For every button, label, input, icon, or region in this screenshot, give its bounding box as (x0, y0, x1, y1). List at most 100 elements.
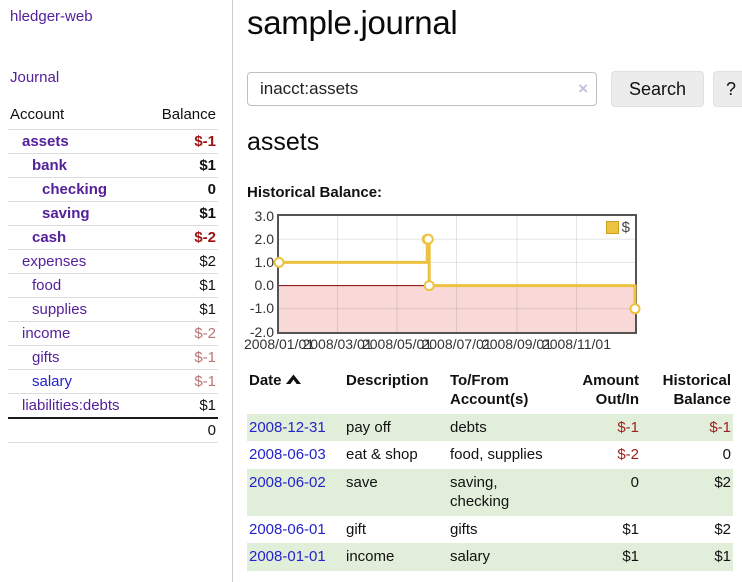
account-balance: $1 (145, 273, 218, 298)
clear-search-icon[interactable]: × (578, 79, 588, 98)
account-balance: $-1 (145, 345, 218, 370)
transaction-accounts: debts (448, 413, 551, 441)
account-link-salary[interactable]: salary (32, 373, 73, 390)
transaction-amount: $1 (622, 520, 639, 538)
account-balance: 0 (145, 177, 218, 202)
account-row: gifts $-1 (8, 345, 218, 370)
help-button[interactable]: ? (713, 71, 742, 107)
date-header-label: Date (249, 372, 282, 389)
y-tick-label: 3.0 (254, 207, 274, 224)
account-row: supplies $1 (8, 297, 218, 322)
account-link-gifts[interactable]: gifts (32, 349, 60, 366)
accounts-table: Account Balance assets $-1 bank $1 check… (8, 102, 218, 443)
account-balance: $1 (145, 201, 218, 226)
x-tick-label: 2008/09/01 (481, 336, 553, 352)
register-row: 2008-12-31 pay off debts $-1 $-1 (247, 413, 733, 441)
account-balance: $-1 (145, 129, 218, 154)
account-link-supplies[interactable]: supplies (32, 301, 88, 318)
x-tick-label: 2008/05/01 (361, 336, 433, 352)
chart-plot: $ (273, 214, 641, 334)
transaction-description: gift (346, 520, 367, 538)
col-header-balance: Historical Balance (662, 372, 731, 408)
transaction-accounts: gifts (450, 520, 478, 538)
transaction-date-link[interactable]: 2008-06-02 (249, 473, 326, 491)
transaction-balance: 0 (722, 446, 731, 463)
account-row: bank $1 (8, 153, 218, 178)
account-link-assets[interactable]: assets (22, 133, 69, 150)
account-balance: $-2 (145, 321, 218, 346)
x-tick-label: 2008/03/01 (302, 336, 373, 352)
transaction-amount: $1 (551, 543, 641, 571)
search-input[interactable] (247, 72, 597, 106)
account-link-income[interactable]: income (22, 325, 71, 342)
account-link-bank[interactable]: bank (32, 157, 68, 174)
transaction-amount: $-1 (551, 413, 641, 441)
account-row: cash $-2 (8, 225, 218, 250)
account-row: saving $1 (8, 201, 218, 226)
transaction-amount: $-2 (617, 446, 639, 463)
account-row: income $-2 (8, 321, 218, 346)
account-link-expenses[interactable]: expenses (22, 253, 87, 270)
search-button[interactable]: Search (611, 71, 705, 107)
col-header-date[interactable]: Date (247, 370, 344, 414)
account-balance: $-2 (145, 225, 218, 250)
transaction-accounts: salary (448, 543, 551, 571)
account-row: assets $-1 (8, 129, 218, 154)
account-balance: $1 (145, 153, 218, 178)
transaction-description: eat & shop (346, 446, 418, 463)
search-field-wrap: × (247, 72, 597, 106)
y-tick-label: -2.0 (249, 323, 274, 340)
col-header-accounts: To/From Account(s) (450, 372, 529, 408)
legend-label: $ (621, 219, 630, 236)
chart-negative-region (279, 285, 635, 332)
transaction-balance: $1 (641, 543, 733, 571)
account-link-liabilities-debts[interactable]: liabilities:debts (22, 397, 120, 414)
transaction-balance: $-1 (641, 413, 733, 441)
transaction-balance: $2 (714, 520, 731, 538)
register-row: 2008-01-01 income salary $1 $1 (247, 543, 733, 571)
transaction-accounts: food, supplies (450, 446, 543, 463)
register-row: 2008-06-03 eat & shop food, supplies $-2… (247, 441, 733, 469)
main-content: sample.journal × Search ? assets Histori… (233, 0, 742, 582)
transaction-description: pay off (344, 413, 448, 441)
x-tick-label: 2008/01/01 (243, 336, 315, 352)
transaction-date-link[interactable]: 2008-12-31 (249, 418, 326, 436)
account-link-cash[interactable]: cash (32, 229, 67, 246)
brand-link[interactable]: hledger-web (10, 8, 93, 25)
account-row: food $1 (8, 273, 218, 298)
account-link-food[interactable]: food (32, 277, 62, 294)
transaction-amount: 0 (551, 468, 641, 516)
accounts-col-header: Account (10, 106, 65, 123)
transaction-accounts: saving, checking (448, 468, 551, 516)
y-tick-label: 2.0 (254, 230, 274, 247)
transaction-balance: $2 (641, 468, 733, 516)
chart-title: Historical Balance: (247, 184, 383, 201)
account-row: expenses $2 (8, 249, 218, 274)
account-link-saving[interactable]: saving (42, 205, 90, 222)
brand: hledger-web (0, 0, 232, 25)
accounts-total: 0 (145, 417, 218, 443)
account-balance: $1 (145, 393, 218, 418)
journal-link[interactable]: Journal (10, 69, 60, 86)
historical-balance-chart: 3.0 2.0 1.0 0.0 -1.0 -2.0 $ 2008/01/01 2008/03… (243, 207, 667, 353)
account-link-checking[interactable]: checking (42, 181, 108, 198)
account-row: checking 0 (8, 177, 218, 202)
chart-canvas (273, 216, 641, 332)
account-row: salary $-1 (8, 369, 218, 394)
search-form: × Search ? (247, 71, 742, 107)
col-header-amount: Amount Out/In (582, 372, 639, 408)
transaction-date-link[interactable]: 2008-06-01 (249, 520, 326, 538)
journal-nav: Journal (10, 69, 232, 86)
register-row: 2008-06-01 gift gifts $1 $2 (247, 516, 733, 544)
y-tick-label: 0.0 (254, 277, 274, 294)
register-row: 2008-06-02 save saving, checking 0 $2 (247, 468, 733, 516)
transaction-date-link[interactable]: 2008-06-03 (249, 446, 326, 463)
sidebar: hledger-web Journal Account Balance asse… (0, 0, 233, 582)
legend-swatch-icon (605, 221, 619, 234)
account-balance: $1 (145, 297, 218, 322)
transaction-date-link[interactable]: 2008-01-01 (249, 548, 326, 565)
account-balance: $-1 (145, 369, 218, 394)
page-title: sample.journal (247, 4, 458, 41)
sort-ascending-icon (285, 372, 301, 391)
